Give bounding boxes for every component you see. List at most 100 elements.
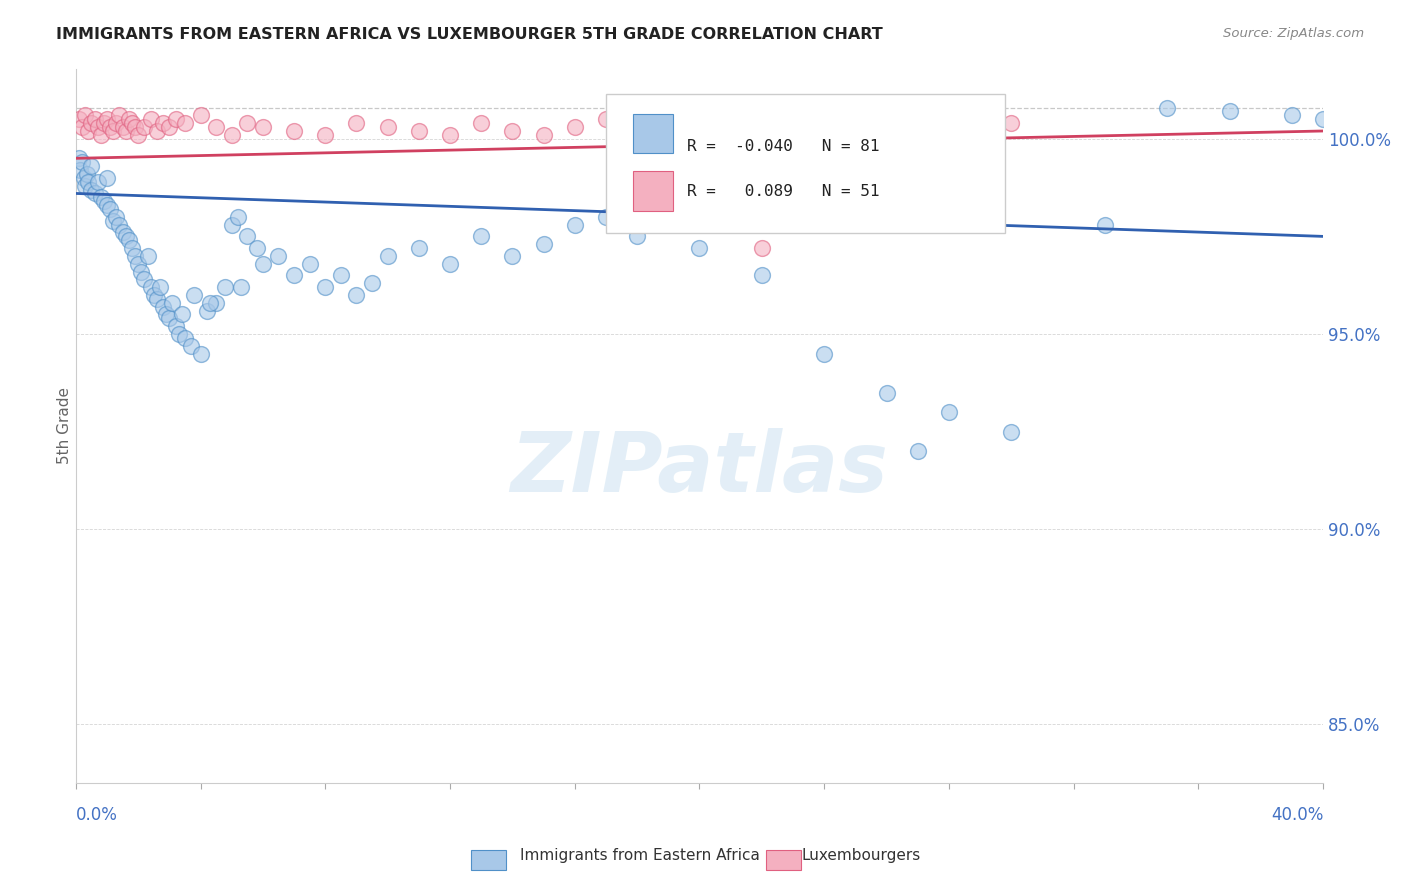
Point: [90, 190, 112, 204]
Point: [205, 120, 228, 134]
Point: [134, 120, 156, 134]
Point: [77, 124, 100, 138]
Point: [751, 241, 773, 255]
Point: [377, 249, 399, 263]
Point: [298, 257, 321, 271]
Point: [1000, 425, 1022, 439]
Point: [439, 128, 461, 142]
FancyBboxPatch shape: [606, 94, 1005, 233]
Point: [1312, 112, 1334, 127]
Point: [70, 120, 93, 134]
Point: [76, 167, 98, 181]
Point: [470, 229, 492, 244]
Point: [105, 116, 128, 130]
Point: [236, 116, 259, 130]
Point: [361, 277, 384, 291]
Point: [226, 210, 249, 224]
Point: [170, 308, 193, 322]
Point: [283, 268, 305, 283]
Point: [155, 308, 177, 322]
Point: [1000, 116, 1022, 130]
Point: [86, 120, 108, 134]
Point: [876, 124, 898, 138]
Point: [93, 116, 115, 130]
Point: [907, 444, 929, 458]
Point: [314, 280, 336, 294]
Point: [83, 186, 105, 201]
Point: [938, 128, 960, 142]
Point: [876, 385, 898, 400]
Point: [139, 112, 162, 127]
Text: 40.0%: 40.0%: [1271, 806, 1323, 824]
Point: [108, 108, 131, 122]
Point: [103, 214, 125, 228]
Point: [118, 233, 141, 247]
Point: [346, 288, 368, 302]
Point: [190, 108, 212, 122]
Text: R =  -0.040   N = 81: R = -0.040 N = 81: [688, 139, 880, 154]
Point: [626, 128, 648, 142]
Point: [75, 108, 97, 122]
Point: [329, 268, 352, 283]
Point: [96, 198, 118, 212]
Point: [136, 249, 159, 263]
Point: [595, 112, 617, 127]
Point: [813, 120, 835, 134]
Point: [205, 295, 228, 310]
Text: Luxembourgers: Luxembourgers: [801, 848, 921, 863]
Point: [152, 300, 174, 314]
Text: Source: ZipAtlas.com: Source: ZipAtlas.com: [1223, 27, 1364, 40]
Point: [105, 210, 128, 224]
Point: [114, 124, 136, 138]
Point: [129, 264, 152, 278]
Point: [1281, 108, 1303, 122]
Point: [98, 202, 121, 216]
Point: [124, 249, 146, 263]
Point: [533, 237, 555, 252]
Point: [377, 120, 399, 134]
Text: IMMIGRANTS FROM EASTERN AFRICA VS LUXEMBOURGER 5TH GRADE CORRELATION CHART: IMMIGRANTS FROM EASTERN AFRICA VS LUXEMB…: [56, 27, 883, 42]
Point: [96, 112, 118, 127]
Point: [127, 257, 149, 271]
Point: [157, 120, 180, 134]
Point: [180, 339, 202, 353]
Point: [195, 303, 218, 318]
Point: [408, 124, 430, 138]
Point: [165, 112, 187, 127]
Point: [174, 331, 197, 345]
Point: [595, 210, 617, 224]
Point: [501, 124, 523, 138]
Point: [688, 120, 710, 134]
Point: [134, 272, 156, 286]
Point: [408, 241, 430, 255]
Bar: [633, 171, 673, 211]
Text: R =   0.089   N = 51: R = 0.089 N = 51: [688, 185, 880, 200]
Point: [67, 151, 90, 165]
Text: ZIPatlas: ZIPatlas: [510, 428, 889, 509]
Point: [470, 116, 492, 130]
Bar: [766, 850, 801, 870]
Point: [751, 268, 773, 283]
Point: [1219, 104, 1241, 119]
Point: [111, 226, 134, 240]
Point: [252, 120, 274, 134]
Point: [80, 182, 103, 196]
Point: [626, 229, 648, 244]
Point: [236, 229, 259, 244]
Point: [174, 116, 197, 130]
Point: [190, 346, 212, 360]
Point: [118, 112, 141, 127]
Point: [121, 241, 143, 255]
Point: [70, 155, 93, 169]
Y-axis label: 5th Grade: 5th Grade: [58, 387, 72, 464]
Point: [688, 241, 710, 255]
Bar: [633, 114, 673, 153]
Point: [72, 170, 94, 185]
Point: [938, 405, 960, 419]
Point: [103, 124, 125, 138]
Point: [146, 292, 169, 306]
Point: [80, 159, 103, 173]
Point: [121, 116, 143, 130]
Point: [501, 249, 523, 263]
Point: [283, 124, 305, 138]
